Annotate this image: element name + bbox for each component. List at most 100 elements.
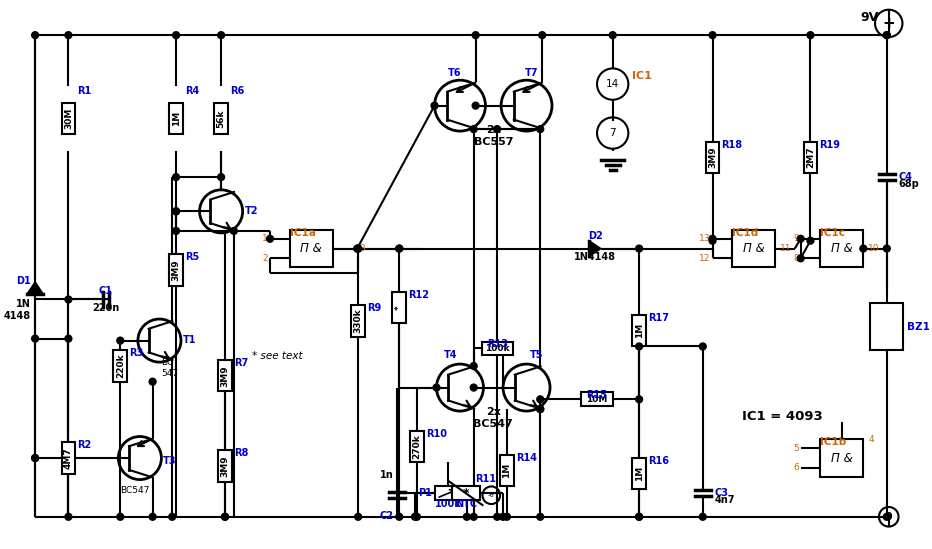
Text: 2M7: 2M7	[806, 147, 815, 169]
Text: 4: 4	[869, 435, 874, 444]
Text: 220n: 220n	[92, 303, 119, 313]
Text: 4n7: 4n7	[715, 495, 735, 505]
Circle shape	[149, 378, 156, 385]
Circle shape	[412, 513, 418, 520]
Text: 3M9: 3M9	[171, 259, 181, 281]
Text: 3M9: 3M9	[221, 365, 229, 386]
Circle shape	[65, 32, 72, 38]
Circle shape	[636, 513, 642, 520]
Text: 10: 10	[869, 244, 880, 253]
Circle shape	[494, 126, 500, 132]
Circle shape	[396, 245, 403, 252]
Text: R4: R4	[185, 86, 199, 96]
Circle shape	[354, 245, 361, 252]
Text: 2x
BC547: 2x BC547	[473, 407, 514, 429]
Circle shape	[218, 32, 225, 38]
Text: T6: T6	[448, 69, 462, 79]
Circle shape	[32, 32, 38, 38]
Circle shape	[65, 513, 72, 520]
Bar	[820, 439, 863, 477]
Circle shape	[797, 255, 804, 262]
Circle shape	[537, 126, 543, 132]
Bar	[803, 142, 817, 173]
Text: 1M: 1M	[635, 323, 644, 338]
Text: * see text: * see text	[253, 351, 303, 361]
Circle shape	[503, 513, 511, 520]
Circle shape	[884, 32, 890, 38]
Text: 270k: 270k	[412, 434, 421, 458]
Bar	[733, 230, 775, 267]
Text: R13: R13	[487, 339, 508, 349]
Circle shape	[610, 32, 616, 38]
Circle shape	[636, 396, 642, 403]
Text: NTC: NTC	[455, 499, 477, 509]
Text: R5: R5	[185, 253, 199, 262]
Text: BC
547: BC 547	[161, 358, 179, 378]
Text: R12: R12	[408, 290, 429, 300]
Circle shape	[32, 455, 38, 462]
Circle shape	[222, 513, 228, 520]
Text: R17: R17	[648, 313, 669, 323]
Circle shape	[267, 236, 273, 242]
Circle shape	[471, 384, 477, 391]
Text: IC1d: IC1d	[733, 228, 759, 238]
Circle shape	[709, 237, 716, 244]
Circle shape	[172, 208, 180, 215]
Bar	[114, 350, 127, 382]
Text: 5: 5	[793, 444, 799, 453]
Bar	[62, 442, 75, 474]
Bar	[351, 305, 365, 337]
Text: 11: 11	[780, 244, 791, 253]
Text: IC1b: IC1b	[820, 438, 846, 447]
Text: C4: C4	[898, 172, 912, 182]
Text: R1: R1	[77, 86, 91, 96]
Text: T4: T4	[444, 350, 457, 360]
Circle shape	[355, 245, 362, 252]
Text: R15: R15	[586, 390, 608, 400]
Circle shape	[32, 335, 38, 342]
Text: 8: 8	[793, 254, 799, 263]
Text: R7: R7	[234, 358, 248, 368]
Bar	[410, 430, 424, 462]
Circle shape	[222, 513, 228, 520]
Text: BZ1: BZ1	[908, 322, 930, 332]
Circle shape	[537, 513, 543, 520]
Text: 1M: 1M	[635, 466, 644, 481]
Text: 2x
BC557: 2x BC557	[473, 125, 513, 147]
Circle shape	[709, 236, 716, 242]
Bar	[218, 450, 232, 481]
Circle shape	[432, 102, 438, 109]
Circle shape	[172, 173, 180, 181]
Text: T2: T2	[244, 206, 258, 216]
Text: R3: R3	[130, 349, 144, 358]
Text: +: +	[883, 16, 895, 31]
Circle shape	[355, 513, 362, 520]
Bar	[170, 254, 183, 286]
Circle shape	[636, 343, 642, 350]
Text: 220k: 220k	[116, 354, 125, 378]
Text: IC1: IC1	[632, 71, 652, 81]
Circle shape	[471, 126, 477, 132]
Bar	[392, 292, 406, 323]
Circle shape	[230, 227, 238, 234]
Circle shape	[494, 513, 500, 520]
Text: 7: 7	[610, 128, 616, 138]
Text: 1: 1	[262, 234, 268, 243]
Circle shape	[473, 32, 479, 38]
Circle shape	[116, 513, 124, 520]
Bar	[632, 315, 646, 346]
Circle shape	[172, 32, 180, 38]
Circle shape	[172, 208, 180, 215]
Circle shape	[884, 32, 890, 38]
Text: R11: R11	[474, 474, 496, 484]
Polygon shape	[589, 240, 601, 256]
Text: R14: R14	[515, 453, 537, 463]
Circle shape	[539, 32, 545, 38]
Text: *: *	[395, 305, 404, 310]
Text: 9: 9	[793, 234, 799, 243]
Text: *: *	[462, 487, 469, 500]
Bar	[218, 360, 232, 391]
Circle shape	[537, 406, 543, 412]
Circle shape	[860, 245, 867, 252]
Circle shape	[636, 513, 642, 520]
